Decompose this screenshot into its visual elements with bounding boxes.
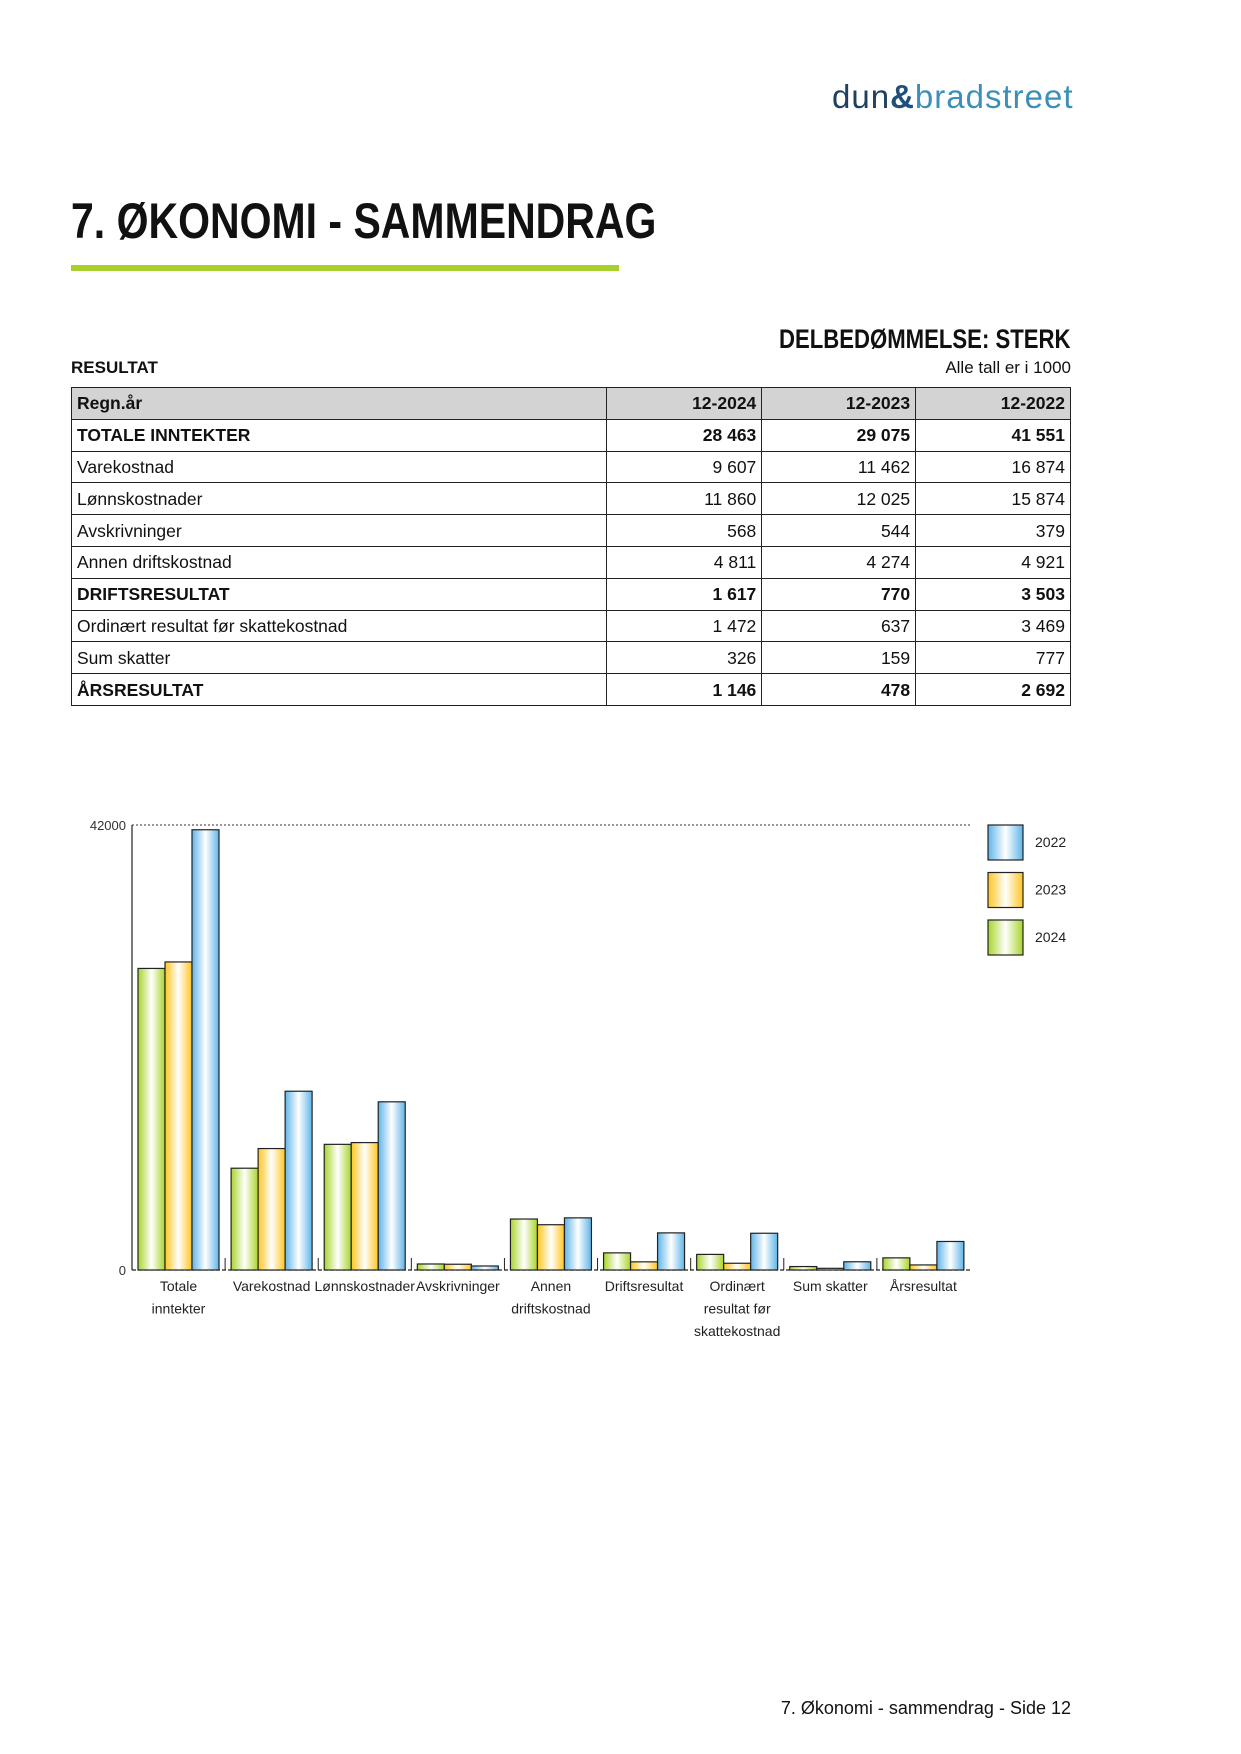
bar-2023 bbox=[629, 1261, 659, 1271]
bar-2023 bbox=[536, 1224, 566, 1271]
row-label: Ordinært resultat før skattekostnad bbox=[70, 609, 608, 643]
table-row: Ordinært resultat før skattekostnad 1 472… bbox=[70, 609, 1071, 643]
table-row: Annen driftskostnad 4 811 4 274 4 921 bbox=[70, 545, 1071, 579]
unit-note: Alle tall er i 1000 bbox=[945, 358, 1071, 377]
bar-2024 bbox=[416, 1263, 445, 1271]
x-category-label: Driftsresultat bbox=[605, 1278, 684, 1294]
cell-value: 1 146 bbox=[606, 673, 763, 706]
x-category-label: Totale bbox=[160, 1278, 198, 1294]
cell-value: 478 bbox=[761, 673, 917, 706]
bar-2022 bbox=[936, 1240, 965, 1271]
legend-label: 2023 bbox=[1035, 882, 1066, 898]
row-label: Annen driftskostnad bbox=[70, 545, 608, 579]
legend-swatch bbox=[987, 919, 1024, 956]
bar-2023 bbox=[350, 1141, 379, 1271]
bar-2022 bbox=[843, 1261, 872, 1271]
cell-value: 3 469 bbox=[915, 609, 1071, 643]
cell-value: 15 874 bbox=[915, 482, 1071, 516]
x-category-label: Årsresultat bbox=[890, 1278, 957, 1294]
cell-value: 777 bbox=[915, 641, 1071, 675]
table-header-row: Regn.år 12-2024 12-2023 12-2022 bbox=[70, 387, 1071, 420]
logo-part: bradstreet bbox=[914, 78, 1074, 115]
bar-2024 bbox=[882, 1257, 911, 1271]
bar-2024 bbox=[230, 1167, 259, 1271]
bar-2022 bbox=[750, 1232, 779, 1271]
row-label: TOTALE INNTEKTER bbox=[70, 418, 608, 452]
legend-swatch bbox=[987, 824, 1024, 861]
x-category-label: Varekostnad bbox=[233, 1278, 311, 1294]
x-category-label: Ordinært bbox=[710, 1278, 765, 1294]
page-footer: 7. Økonomi - sammendrag - Side 12 bbox=[780, 1698, 1071, 1718]
row-label: Lønnskostnader bbox=[70, 482, 608, 516]
bar-2023 bbox=[816, 1267, 845, 1271]
x-category-label: Sum skatter bbox=[793, 1278, 868, 1294]
bar-2023 bbox=[909, 1264, 938, 1271]
bar-2024 bbox=[789, 1265, 818, 1271]
cell-value: 2 692 bbox=[915, 673, 1071, 706]
bar-2023 bbox=[164, 961, 193, 1271]
x-category-label: driftskostnad bbox=[511, 1301, 590, 1317]
column-header: 12-2022 bbox=[915, 387, 1071, 420]
x-category-label: Avskrivninger bbox=[416, 1278, 500, 1294]
column-header: Regn.år bbox=[70, 387, 608, 420]
page-title: 7. ØKONOMI - SAMMENDRAG bbox=[71, 193, 657, 249]
x-category-label: resultat før bbox=[704, 1301, 771, 1317]
bar-2022 bbox=[191, 829, 220, 1271]
rating-heading: DELBEDØMMELSE: STERK bbox=[779, 324, 1071, 354]
bar-2023 bbox=[723, 1262, 752, 1271]
y-tick-label: 0 bbox=[119, 1263, 126, 1278]
y-tick-label: 42000 bbox=[90, 818, 126, 833]
table-row: Avskrivninger 568 544 379 bbox=[70, 514, 1071, 547]
results-table: Regn.år 12-2024 12-2023 12-2022 TOTALE INNTE… bbox=[70, 387, 1071, 706]
bar-2024 bbox=[137, 967, 166, 1271]
logo-part: & bbox=[890, 78, 915, 115]
table-row: ÅRSRESULTAT 1 146 478 2 692 bbox=[70, 673, 1071, 706]
title-underline bbox=[71, 265, 619, 271]
bar-2022 bbox=[377, 1101, 406, 1271]
row-label: Varekostnad bbox=[70, 450, 608, 484]
bar-2024 bbox=[323, 1143, 352, 1271]
cell-value: 326 bbox=[606, 641, 763, 675]
cell-value: 379 bbox=[915, 514, 1071, 547]
section-title: RESULTAT bbox=[71, 358, 158, 377]
cell-value: 11 462 bbox=[761, 450, 917, 484]
cell-value: 568 bbox=[606, 514, 763, 547]
bar-2022 bbox=[470, 1265, 499, 1271]
legend-label: 2022 bbox=[1035, 834, 1066, 850]
bar-2024 bbox=[696, 1253, 725, 1271]
legend-label: 2024 bbox=[1035, 929, 1066, 945]
cell-value: 12 025 bbox=[761, 482, 917, 516]
bar-2023 bbox=[257, 1147, 286, 1271]
cell-value: 29 075 bbox=[761, 418, 917, 452]
dun-bradstreet-logo: dun&bradstreet bbox=[832, 78, 1074, 116]
bar-2023 bbox=[443, 1263, 472, 1271]
table-row: Lønnskostnader 11 860 12 025 15 874 bbox=[70, 482, 1071, 516]
legend-swatch bbox=[987, 871, 1024, 909]
bar-2022 bbox=[563, 1217, 593, 1271]
x-category-label: skattekostnad bbox=[694, 1323, 780, 1339]
row-label: Avskrivninger bbox=[70, 514, 608, 547]
bar-2024 bbox=[602, 1252, 632, 1271]
cell-value: 4 811 bbox=[606, 545, 763, 579]
x-category-label: Annen bbox=[531, 1278, 571, 1294]
row-label: ÅRSRESULTAT bbox=[70, 673, 608, 706]
bar-2022 bbox=[656, 1232, 686, 1271]
table-row: Varekostnad 9 607 11 462 16 874 bbox=[70, 450, 1071, 484]
table-row: Sum skatter 326 159 777 bbox=[70, 641, 1071, 675]
cell-value: 637 bbox=[761, 609, 917, 643]
x-category-label: Lønnskostnader bbox=[315, 1278, 416, 1294]
cell-value: 1 472 bbox=[606, 609, 763, 643]
bar-2022 bbox=[284, 1090, 313, 1271]
logo-part: dun bbox=[832, 78, 891, 115]
x-category-label: inntekter bbox=[152, 1301, 206, 1317]
bar-2024 bbox=[509, 1218, 539, 1271]
